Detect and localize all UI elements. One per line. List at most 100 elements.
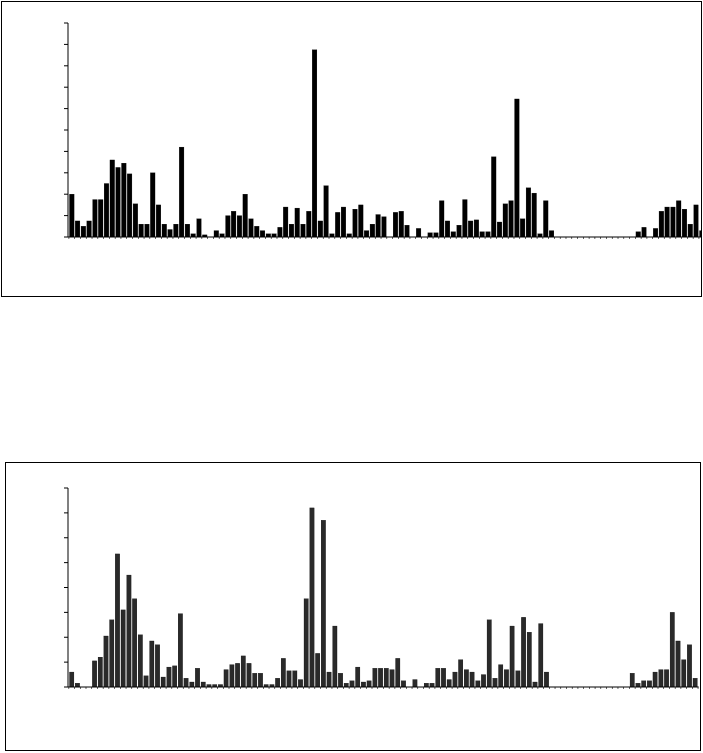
chart-bottom-bar [240,655,246,688]
chart-top-bar [433,232,439,238]
chart-bottom-bar [372,668,378,688]
chart-top-bar [80,226,86,238]
chart-bottom-bar [160,676,166,688]
chart-top-bar [635,231,641,238]
chart-top-bar [693,204,699,238]
chart-bottom-bar [252,673,258,688]
chart-bottom-bar [675,640,681,688]
chart-bottom-bar [464,669,469,688]
chart-top-bar [196,218,202,238]
chart-bottom-bar [423,683,429,688]
chart-bottom-bar [481,674,486,688]
chart-bottom-bar [332,625,338,688]
chart-top-bar [98,199,104,238]
chart-bottom-bar [286,670,292,688]
chart-bottom-bar [321,520,326,688]
chart-top-bar [236,215,242,238]
chart-bottom-bar [132,598,137,688]
chart-bottom-bar [338,673,343,688]
chart-bottom-bar [149,640,155,688]
chart-top-bar [231,211,237,238]
chart-bottom-bar [246,663,252,688]
chart-top-bar [173,224,179,238]
chart-bottom-bar [366,680,372,688]
chart-bottom-bar [401,680,406,688]
chart-top-bar [283,206,289,238]
chart-top-bar [468,220,474,238]
chart-top-bar [525,187,531,238]
chart-bottom-bar [103,635,109,688]
chart-bottom-bar [75,683,80,688]
chart-bottom-bar [395,658,401,688]
chart-bottom-bar [652,671,658,688]
chart-bottom-bar [389,669,395,688]
chart-bottom-bar [178,613,183,688]
chart-top-bar [549,230,554,238]
chart-top-bar [248,218,254,238]
chart-bottom-bar [235,663,240,688]
chart-top-bar [369,224,375,238]
chart-bottom-bar [429,683,435,688]
chart-top-bar [473,219,479,238]
chart-bottom-bar [641,680,647,688]
chart-top-bar [427,232,433,238]
chart-top-bar [242,194,248,238]
chart-bottom-bar [349,680,355,688]
chart-top-bar [150,172,156,238]
chart-bottom-bar [183,678,189,688]
chart-bottom-bar [303,598,309,688]
chart-bottom-bar [509,625,515,688]
chart-bottom-bar [532,681,538,688]
chart-top-frame [1,1,702,297]
chart-top-bar [497,221,502,238]
chart-bottom-bar [452,671,458,688]
chart-bottom-bar [280,658,286,688]
chart-top-bar [393,212,398,238]
chart-bottom-bar [629,673,635,688]
chart-bottom-bar [486,619,492,688]
chart-bottom-bar [258,673,263,688]
chart-bottom-frame [5,462,701,751]
chart-bottom-bar [120,609,126,688]
chart-bottom-bar [538,623,544,688]
chart-top-bar [520,218,526,238]
chart-top-bar [398,211,404,238]
chart-bottom-bar [664,669,669,688]
chart-top-bar [439,200,445,238]
chart-top-bar [450,231,456,238]
chart-top-bar [491,156,497,238]
chart-bottom-bar [109,619,115,688]
chart-bottom-bar [275,678,280,688]
chart-top-bar [225,215,231,238]
chart-bottom-bar [635,683,641,688]
chart-top-bar [364,230,370,238]
chart-top-bar [260,230,265,238]
chart-top-bar [254,226,260,238]
chart-top-bar [104,183,109,238]
chart-bottom-bar [92,660,97,688]
chart-bottom-bar [315,653,321,688]
chart-bottom-bar [526,632,532,688]
chart-top-bar [416,228,422,238]
chart-bottom-bar [446,679,452,688]
chart-top-bar [358,204,364,238]
chart-bottom-bar [492,678,498,688]
chart-bottom-bar [143,675,149,688]
chart-bottom-bar [223,669,229,688]
chart-top-bar [670,206,676,238]
chart-top-bar [462,199,468,238]
chart-top-bar [508,200,514,238]
chart-top-bar [445,220,450,238]
chart-top-bar [323,185,329,238]
chart-top-bar [514,98,520,238]
chart-top-bar [664,206,670,238]
chart-top-bar [115,167,121,238]
chart-bottom-bar [647,680,652,688]
chart-bottom-bar [441,668,446,688]
chart-bottom-bar [229,664,235,688]
chart-bottom-bar [412,679,418,688]
chart-top-bar [69,194,75,238]
chart-bottom-bar [658,669,664,688]
chart-bottom-bar [189,681,195,688]
chart-bottom-bar [458,659,464,688]
